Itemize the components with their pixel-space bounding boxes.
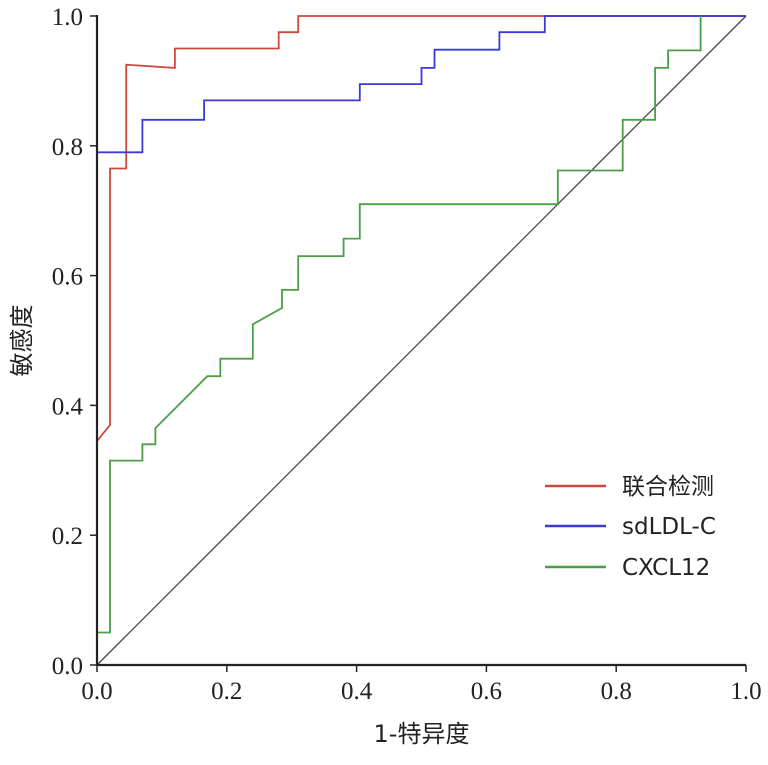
y-tick-label: 0.0	[52, 653, 83, 680]
series-layer	[96, 15, 746, 634]
x-tick-label: 1.0	[730, 678, 761, 705]
x-tick-label: 0.2	[211, 678, 242, 705]
legend-label-cxcl12: CXCL12	[622, 555, 710, 581]
x-tick-label: 0.0	[81, 678, 112, 705]
x-tick-label: 0.6	[471, 678, 502, 705]
series-line-sdldl-c	[97, 15, 746, 154]
y-tick-label: 0.8	[52, 134, 83, 161]
x-tick-label: 0.8	[601, 678, 632, 705]
axes-layer: 0.0 0.2 0.4 0.6 0.8 1.0 0.0 0.2 0.4 0.6 0.8 1.0	[52, 4, 762, 705]
reference-diagonal-line	[96, 15, 747, 666]
x-axis-title: 1-特异度	[374, 720, 470, 748]
legend-label-combined: 联合检测	[622, 474, 714, 500]
legend: 联合检测 sdLDL-C CXCL12	[545, 474, 716, 581]
series-line-cxcl12	[97, 16, 702, 634]
plot-area: 0.0 0.2 0.4 0.6 0.8 1.0 0.0 0.2 0.4 0.6 0.8 1.0	[52, 4, 762, 705]
y-tick-label: 0.2	[52, 523, 83, 550]
series-line-combined	[96, 15, 746, 442]
y-tick-label: 1.0	[52, 4, 83, 31]
y-tick-label: 0.4	[52, 393, 84, 420]
y-axis-title: 敏感度	[8, 305, 36, 377]
y-tick-label: 0.6	[52, 264, 83, 291]
x-tick-label: 0.4	[341, 678, 373, 705]
legend-label-sdldl-c: sdLDL-C	[622, 514, 716, 540]
